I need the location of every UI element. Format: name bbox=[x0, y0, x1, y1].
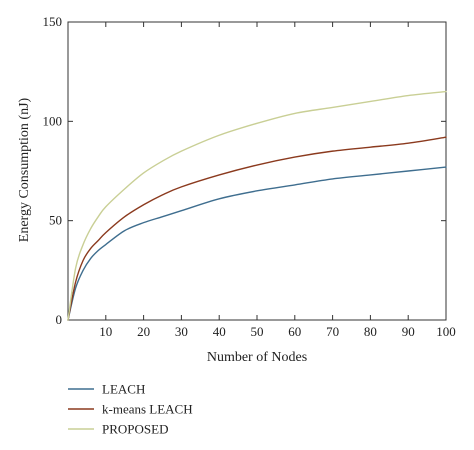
x-tick-label: 100 bbox=[436, 324, 456, 339]
legend-label: PROPOSED bbox=[102, 422, 168, 437]
x-tick-label: 10 bbox=[99, 324, 112, 339]
x-tick-label: 60 bbox=[288, 324, 301, 339]
x-tick-label: 70 bbox=[326, 324, 339, 339]
series-line-proposed bbox=[67, 90, 447, 321]
series-line-k-means-leach bbox=[67, 136, 447, 321]
plot-frame bbox=[67, 21, 447, 321]
y-tick-label: 0 bbox=[56, 312, 63, 327]
x-axis: 10 20 30 40 50 60 70 80 90 100 bbox=[99, 22, 456, 339]
y-tick-label: 50 bbox=[49, 213, 62, 228]
x-tick-label: 40 bbox=[213, 324, 226, 339]
legend-label: LEACH bbox=[102, 382, 145, 397]
series-line-leach bbox=[67, 166, 447, 321]
legend: LEACH k-means LEACH PROPOSED bbox=[68, 382, 193, 437]
legend-label: k-means LEACH bbox=[102, 402, 193, 417]
plot-area bbox=[67, 21, 447, 321]
y-tick-label: 100 bbox=[43, 113, 63, 128]
x-tick-label: 80 bbox=[364, 324, 377, 339]
x-tick-label: 30 bbox=[175, 324, 188, 339]
y-axis-label: Energy Consumption (nJ) bbox=[17, 97, 32, 242]
x-tick-label: 90 bbox=[402, 324, 415, 339]
series-lines bbox=[67, 90, 447, 321]
x-tick-label: 20 bbox=[137, 324, 150, 339]
y-axis: 0 50 100 150 bbox=[43, 14, 446, 327]
y-tick-label: 150 bbox=[43, 14, 63, 29]
x-axis-label: Number of Nodes bbox=[207, 350, 307, 365]
x-tick-label: 50 bbox=[251, 324, 264, 339]
